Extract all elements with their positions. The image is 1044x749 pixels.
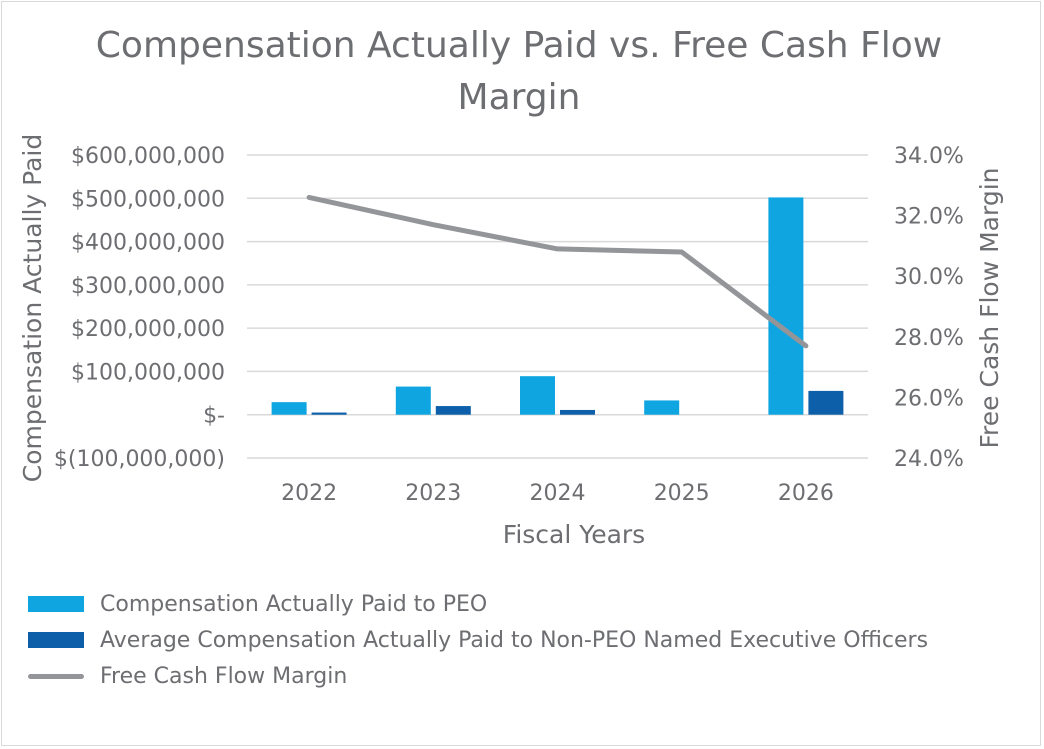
bar-non-peo [311, 412, 347, 415]
y2-tick-label: 30.0% [894, 265, 964, 290]
legend-label-non-peo: Average Compensation Actually Paid to No… [100, 627, 929, 653]
bar-non-peo [435, 406, 471, 415]
bars [271, 197, 844, 415]
x-axis-title: Fiscal Years [503, 520, 645, 549]
y-tick-label: $500,000,000 [71, 187, 225, 212]
fcf-line [306, 194, 809, 349]
y-tick-label: $300,000,000 [71, 274, 225, 299]
x-tick-label: 2024 [530, 481, 586, 506]
bar-non-peo [808, 390, 844, 415]
y-tick-label: $(100,000,000) [54, 447, 225, 472]
bar-peo [520, 376, 555, 415]
y2-tick-label: 28.0% [894, 326, 964, 351]
y-axis-title: Compensation Actually Paid [18, 134, 47, 482]
bar-non-peo [560, 409, 595, 415]
legend-swatch-non-peo [28, 632, 84, 648]
y-tick-label: $100,000,000 [71, 360, 225, 385]
gridlines [247, 154, 868, 459]
x-tick-label: 2025 [654, 481, 710, 506]
y2-tick-label: 32.0% [894, 205, 964, 230]
bar-peo [644, 400, 680, 415]
left-axis-ticks: $(100,000,000) $- $100,000,000 $200,000,000… [54, 144, 225, 472]
y-tick-label: $200,000,000 [71, 317, 225, 342]
x-tick-label: 2022 [281, 481, 337, 506]
y-tick-label: $- [203, 404, 225, 429]
bar-peo [271, 402, 307, 415]
right-axis-ticks: 24.0% 26.0% 28.0% 30.0% 32.0% 34.0% [894, 144, 964, 472]
y2-tick-label: 34.0% [894, 144, 964, 169]
x-axis-ticks: 2022 2023 2024 2025 2026 [281, 481, 834, 506]
x-tick-label: 2026 [778, 481, 834, 506]
bar-peo [768, 197, 804, 415]
chart-title: Compensation Actually Paid vs. Free Cash… [95, 25, 943, 118]
y2-tick-label: 26.0% [894, 386, 964, 411]
fcf-margin-line [306, 194, 809, 349]
y2-tick-label: 24.0% [894, 447, 964, 472]
x-tick-label: 2023 [405, 481, 461, 506]
legend-item-peo: Compensation Actually Paid to PEO [28, 586, 928, 622]
legend-item-non-peo: Average Compensation Actually Paid to No… [28, 622, 928, 658]
legend: Compensation Actually Paid to PEO Averag… [28, 586, 928, 694]
y-tick-label: $600,000,000 [71, 144, 225, 169]
bar-peo [395, 386, 431, 415]
y2-axis-title: Free Cash Flow Margin [975, 168, 1004, 449]
legend-swatch-peo [28, 596, 84, 612]
legend-label-fcf: Free Cash Flow Margin [100, 663, 348, 689]
y-tick-label: $400,000,000 [71, 231, 225, 256]
legend-swatch-fcf [28, 673, 84, 679]
legend-label-peo: Compensation Actually Paid to PEO [100, 591, 488, 617]
legend-item-fcf: Free Cash Flow Margin [28, 658, 928, 694]
